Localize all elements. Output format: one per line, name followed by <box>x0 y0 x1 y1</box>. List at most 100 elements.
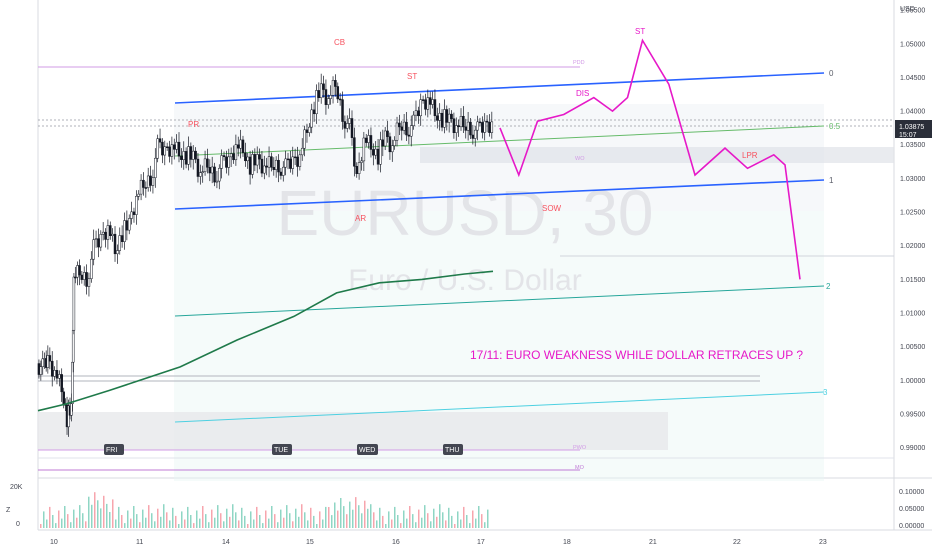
volume-bar <box>184 519 186 528</box>
volume-bar <box>304 512 306 528</box>
candle-body <box>445 109 449 123</box>
candle-body <box>225 156 228 168</box>
volume-bar <box>418 509 420 528</box>
time-tick-14: 14 <box>222 539 230 546</box>
candle-body <box>196 158 200 177</box>
day-tag-thu: THU <box>443 444 463 455</box>
candle-body <box>481 122 484 133</box>
candle-body <box>350 118 354 138</box>
volume-bar <box>157 508 159 528</box>
volume-bar <box>121 515 123 528</box>
candle-body <box>70 403 73 416</box>
volume-bar <box>112 499 114 528</box>
candle-body <box>116 250 119 255</box>
candle-body <box>428 97 432 105</box>
volume-bar <box>151 513 153 528</box>
candle-body <box>234 144 238 161</box>
candle-body <box>60 374 63 393</box>
candle-body <box>360 160 363 163</box>
volume-bar <box>202 506 204 528</box>
time-tick-11: 11 <box>136 539 143 546</box>
candle-body <box>151 177 155 186</box>
candle-body <box>478 121 482 124</box>
volume-bar <box>358 505 360 528</box>
candle-body <box>289 158 292 169</box>
candle-body <box>67 405 70 428</box>
candle-body <box>130 211 133 219</box>
candle-body <box>395 122 399 141</box>
candle-body <box>308 126 311 133</box>
volume-bar <box>148 505 150 528</box>
candle-body <box>144 187 148 189</box>
candle-body <box>220 155 223 169</box>
candle-body <box>355 166 358 174</box>
candle-body <box>490 121 494 133</box>
candle-body <box>312 109 316 115</box>
candle-body <box>367 135 370 143</box>
candle-body <box>319 83 323 98</box>
candle-body <box>53 370 56 377</box>
volume-bar <box>127 510 129 528</box>
volume-tick-high: 0.10000 <box>899 489 924 496</box>
price-tick: 1.04000 <box>900 109 925 116</box>
volume-bar <box>475 518 477 528</box>
candle-body <box>182 151 185 160</box>
volume-bar <box>364 500 366 528</box>
volume-bar <box>58 510 60 528</box>
candle-body <box>208 167 212 174</box>
candle-body <box>353 137 356 167</box>
candle-body <box>343 121 347 129</box>
candle-body <box>424 99 427 110</box>
volume-bar <box>367 508 369 528</box>
volume-bar <box>100 508 102 528</box>
watermark-name: Euro / U.S. Dollar <box>348 264 581 297</box>
candle-body <box>232 153 235 161</box>
candle-body <box>272 167 276 170</box>
volume-bar <box>175 515 177 528</box>
volume-bar <box>40 524 42 528</box>
volume-bar <box>172 507 174 528</box>
volume-bar <box>256 506 258 528</box>
fib-label-0-5: 0.5 <box>829 122 841 131</box>
volume-bar <box>436 516 438 528</box>
candle-body <box>457 125 460 128</box>
candle-body <box>180 155 183 160</box>
price-tick: 1.02500 <box>900 210 925 217</box>
candle-body <box>284 158 287 168</box>
candle-body <box>466 121 470 131</box>
candle-body <box>419 99 422 117</box>
volume-bar <box>205 514 207 528</box>
candle-body <box>315 90 318 115</box>
volume-bar <box>130 518 132 528</box>
candle-body <box>146 175 150 188</box>
volume-bar <box>124 523 126 528</box>
candle-body <box>55 370 59 379</box>
candle-body <box>362 137 366 162</box>
volume-bar <box>64 506 66 528</box>
candle-body <box>452 118 456 133</box>
candle-body <box>139 179 143 195</box>
candle-body <box>135 195 138 215</box>
time-tick-17: 17 <box>477 539 485 546</box>
candle-body <box>87 278 91 287</box>
volume-bar <box>139 522 141 528</box>
volume-bar <box>361 513 363 528</box>
candle-body <box>189 146 193 160</box>
candle-body <box>206 158 209 168</box>
volume-bar <box>328 507 330 528</box>
volume-bar <box>484 522 486 528</box>
volume-bar <box>343 506 345 528</box>
watermark-symbol: EURUSD, 30 <box>277 177 654 249</box>
volume-tick-zero: 0.00000 <box>899 523 924 530</box>
volume-bar <box>178 524 180 528</box>
volume-bar <box>445 520 447 528</box>
label-cb: CB <box>334 38 345 47</box>
candle-body <box>381 139 385 147</box>
candle-body <box>298 154 302 167</box>
candle-body <box>156 138 159 159</box>
candle-body <box>191 150 195 160</box>
candle-body <box>417 110 420 117</box>
candle-body <box>218 168 221 182</box>
candle-body <box>161 141 164 156</box>
